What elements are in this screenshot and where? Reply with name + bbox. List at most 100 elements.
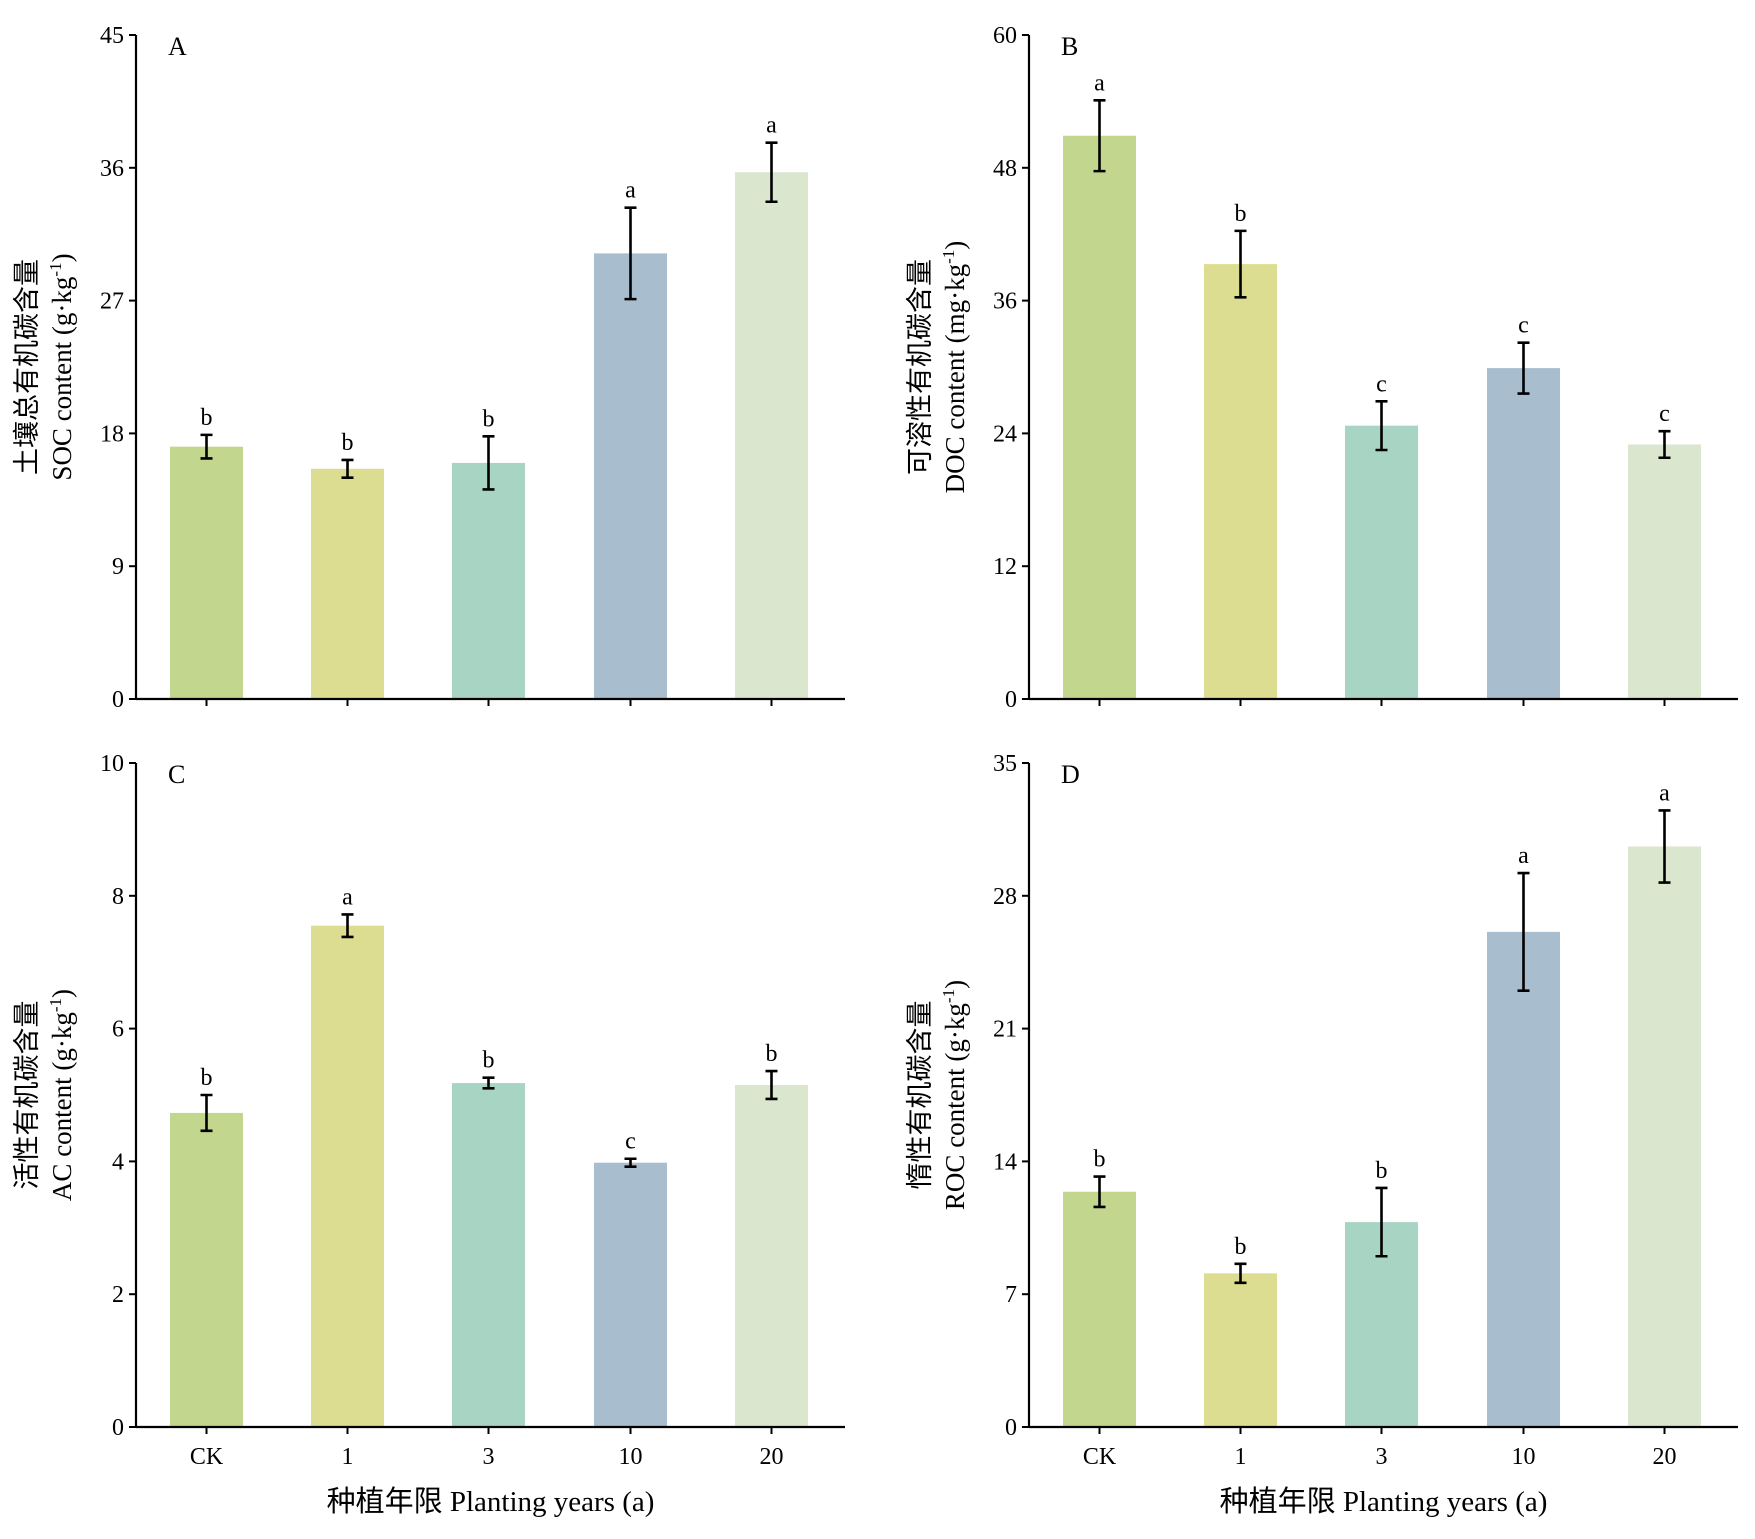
y-tick-label-b-0: 0 [1005,687,1017,713]
y-tick-label-a-3: 27 [100,289,124,315]
y-axis-title-en-c: AC content (g·kg-1) [46,989,77,1201]
panel-b: a b c c c 0 12 24 36 48 60 B 可溶性有机碳含量 DOC content (mg… [905,23,1738,713]
bar-a-1 [311,468,384,699]
y-axis-title-superscript-d: -1 [939,989,958,1003]
y-axis-title-en-text-c: AC content (g·kg [47,1012,77,1201]
significance-label-a-1: b [342,430,354,456]
bar-c-3 [594,1162,667,1427]
y-axis-title-en-text-d: ROC content (g·kg [940,1003,970,1210]
error-bar-c-1 [341,913,354,939]
bar-d-1 [1204,1273,1277,1427]
significance-label-d-3: a [1518,843,1529,869]
error-bar-b-4 [1658,429,1671,460]
significance-label-b-1: b [1235,201,1247,227]
y-axis-title-cn-d: 惰性有机碳含量 [905,1001,935,1190]
y-tick-label-a-4: 36 [100,156,124,182]
panel-letter-b: B [1061,32,1078,61]
bar-d-3 [1487,931,1560,1427]
significance-label-d-4: a [1659,780,1670,806]
y-tick-label-c-3: 6 [112,1017,124,1043]
y-tick-label-d-2: 14 [993,1149,1017,1175]
error-bar-d-2 [1375,1186,1388,1258]
error-bar-a-2 [482,435,495,491]
y-tick-label-c-2: 4 [112,1149,124,1175]
bar-a-3 [594,253,667,700]
bar-a-0 [170,446,243,699]
y-tick-label-c-5: 10 [100,751,124,777]
y-tick-label-c-1: 2 [112,1282,124,1308]
significance-label-c-1: a [342,884,353,910]
panel-d: b b b a a 0 7 14 21 28 35 CK 1 3 10 20 种植年限 Planting yea… [905,751,1738,1518]
error-bar-c-4 [765,1069,778,1101]
y-tick-label-d-4: 28 [993,884,1017,910]
bar-a-4 [735,172,808,699]
significance-label-a-0: b [201,405,213,431]
error-bar-d-1 [1234,1262,1247,1285]
y-tick-label-b-5: 60 [993,23,1017,49]
bar-c-4 [735,1085,808,1427]
error-bar-b-3 [1517,341,1530,395]
bar-d-4 [1628,846,1701,1427]
panel-c: b a b c b 0 2 4 6 8 10 CK 1 3 10 20 种植年限 Planting years … [12,751,845,1518]
x-tick-label-c-2: 3 [483,1444,495,1470]
panel-a: b b b a a 0 9 18 27 36 45 A 土壤总有机碳含量 SOC content (g·k… [12,23,845,713]
y-tick-label-c-4: 8 [112,884,124,910]
bar-b-2 [1345,425,1418,699]
y-tick-label-d-3: 21 [993,1017,1017,1043]
error-bar-c-2 [482,1076,495,1090]
x-tick-label-d-1: 1 [1235,1444,1247,1470]
error-bar-c-3 [624,1157,637,1169]
y-tick-label-a-0: 0 [112,687,124,713]
significance-label-d-2: b [1376,1158,1388,1184]
y-axis-title-en-b: DOC content (mg·kg-1) [939,241,970,494]
bar-b-3 [1487,368,1560,699]
y-tick-label-a-2: 18 [100,421,124,447]
y-tick-label-d-0: 0 [1005,1415,1017,1441]
x-tick-label-c-3: 10 [619,1444,643,1470]
y-axis-title-close-a: ) [47,253,77,262]
y-axis-title-cn-b: 可溶性有机碳含量 [905,259,935,475]
significance-label-c-2: b [483,1048,495,1074]
error-bar-b-2 [1375,400,1388,452]
significance-label-d-1: b [1235,1234,1247,1260]
significance-label-d-0: b [1094,1147,1106,1173]
y-axis-title-en-d: ROC content (g·kg-1) [939,980,970,1210]
error-bar-c-0 [200,1093,213,1133]
y-tick-label-d-1: 7 [1005,1282,1017,1308]
significance-label-b-0: a [1094,70,1105,96]
x-tick-label-c-1: 1 [342,1444,354,1470]
y-axis-title-en-text-b: DOC content (mg·kg [940,264,970,493]
y-tick-label-b-3: 36 [993,289,1017,315]
error-bar-a-1 [341,458,354,479]
error-bar-a-0 [200,433,213,460]
significance-label-c-4: b [766,1041,778,1067]
y-tick-label-d-5: 35 [993,751,1017,777]
y-axis-title-cn-c: 活性有机碳含量 [12,1001,42,1190]
y-axis-title-superscript-b: -1 [939,250,958,264]
bar-d-0 [1063,1191,1136,1427]
x-tick-label-c-0: CK [190,1444,224,1470]
bar-b-4 [1628,444,1701,699]
y-axis-title-close-b: ) [940,241,970,250]
significance-label-a-3: a [625,178,636,204]
x-tick-label-d-0: CK [1083,1444,1117,1470]
panel-letter-c: C [168,760,185,789]
significance-label-c-3: c [625,1129,636,1155]
significance-label-b-3: c [1518,313,1529,339]
y-axis-title-cn-a: 土壤总有机碳含量 [12,259,42,475]
x-axis-title-d: 种植年限 Planting years (a) [1220,1485,1548,1518]
error-bar-d-3 [1517,871,1530,992]
error-bar-b-0 [1093,98,1106,173]
x-tick-label-d-2: 3 [1376,1444,1388,1470]
y-axis-title-en-text-a: SOC content (g·kg [47,277,77,481]
bar-c-2 [452,1083,525,1427]
significance-label-c-0: b [201,1065,213,1091]
panel-letter-d: D [1061,760,1080,789]
significance-label-a-2: b [483,406,495,432]
y-tick-label-a-1: 9 [112,554,124,580]
bar-b-1 [1204,264,1277,699]
bar-b-0 [1063,135,1136,699]
bar-c-1 [311,925,384,1427]
